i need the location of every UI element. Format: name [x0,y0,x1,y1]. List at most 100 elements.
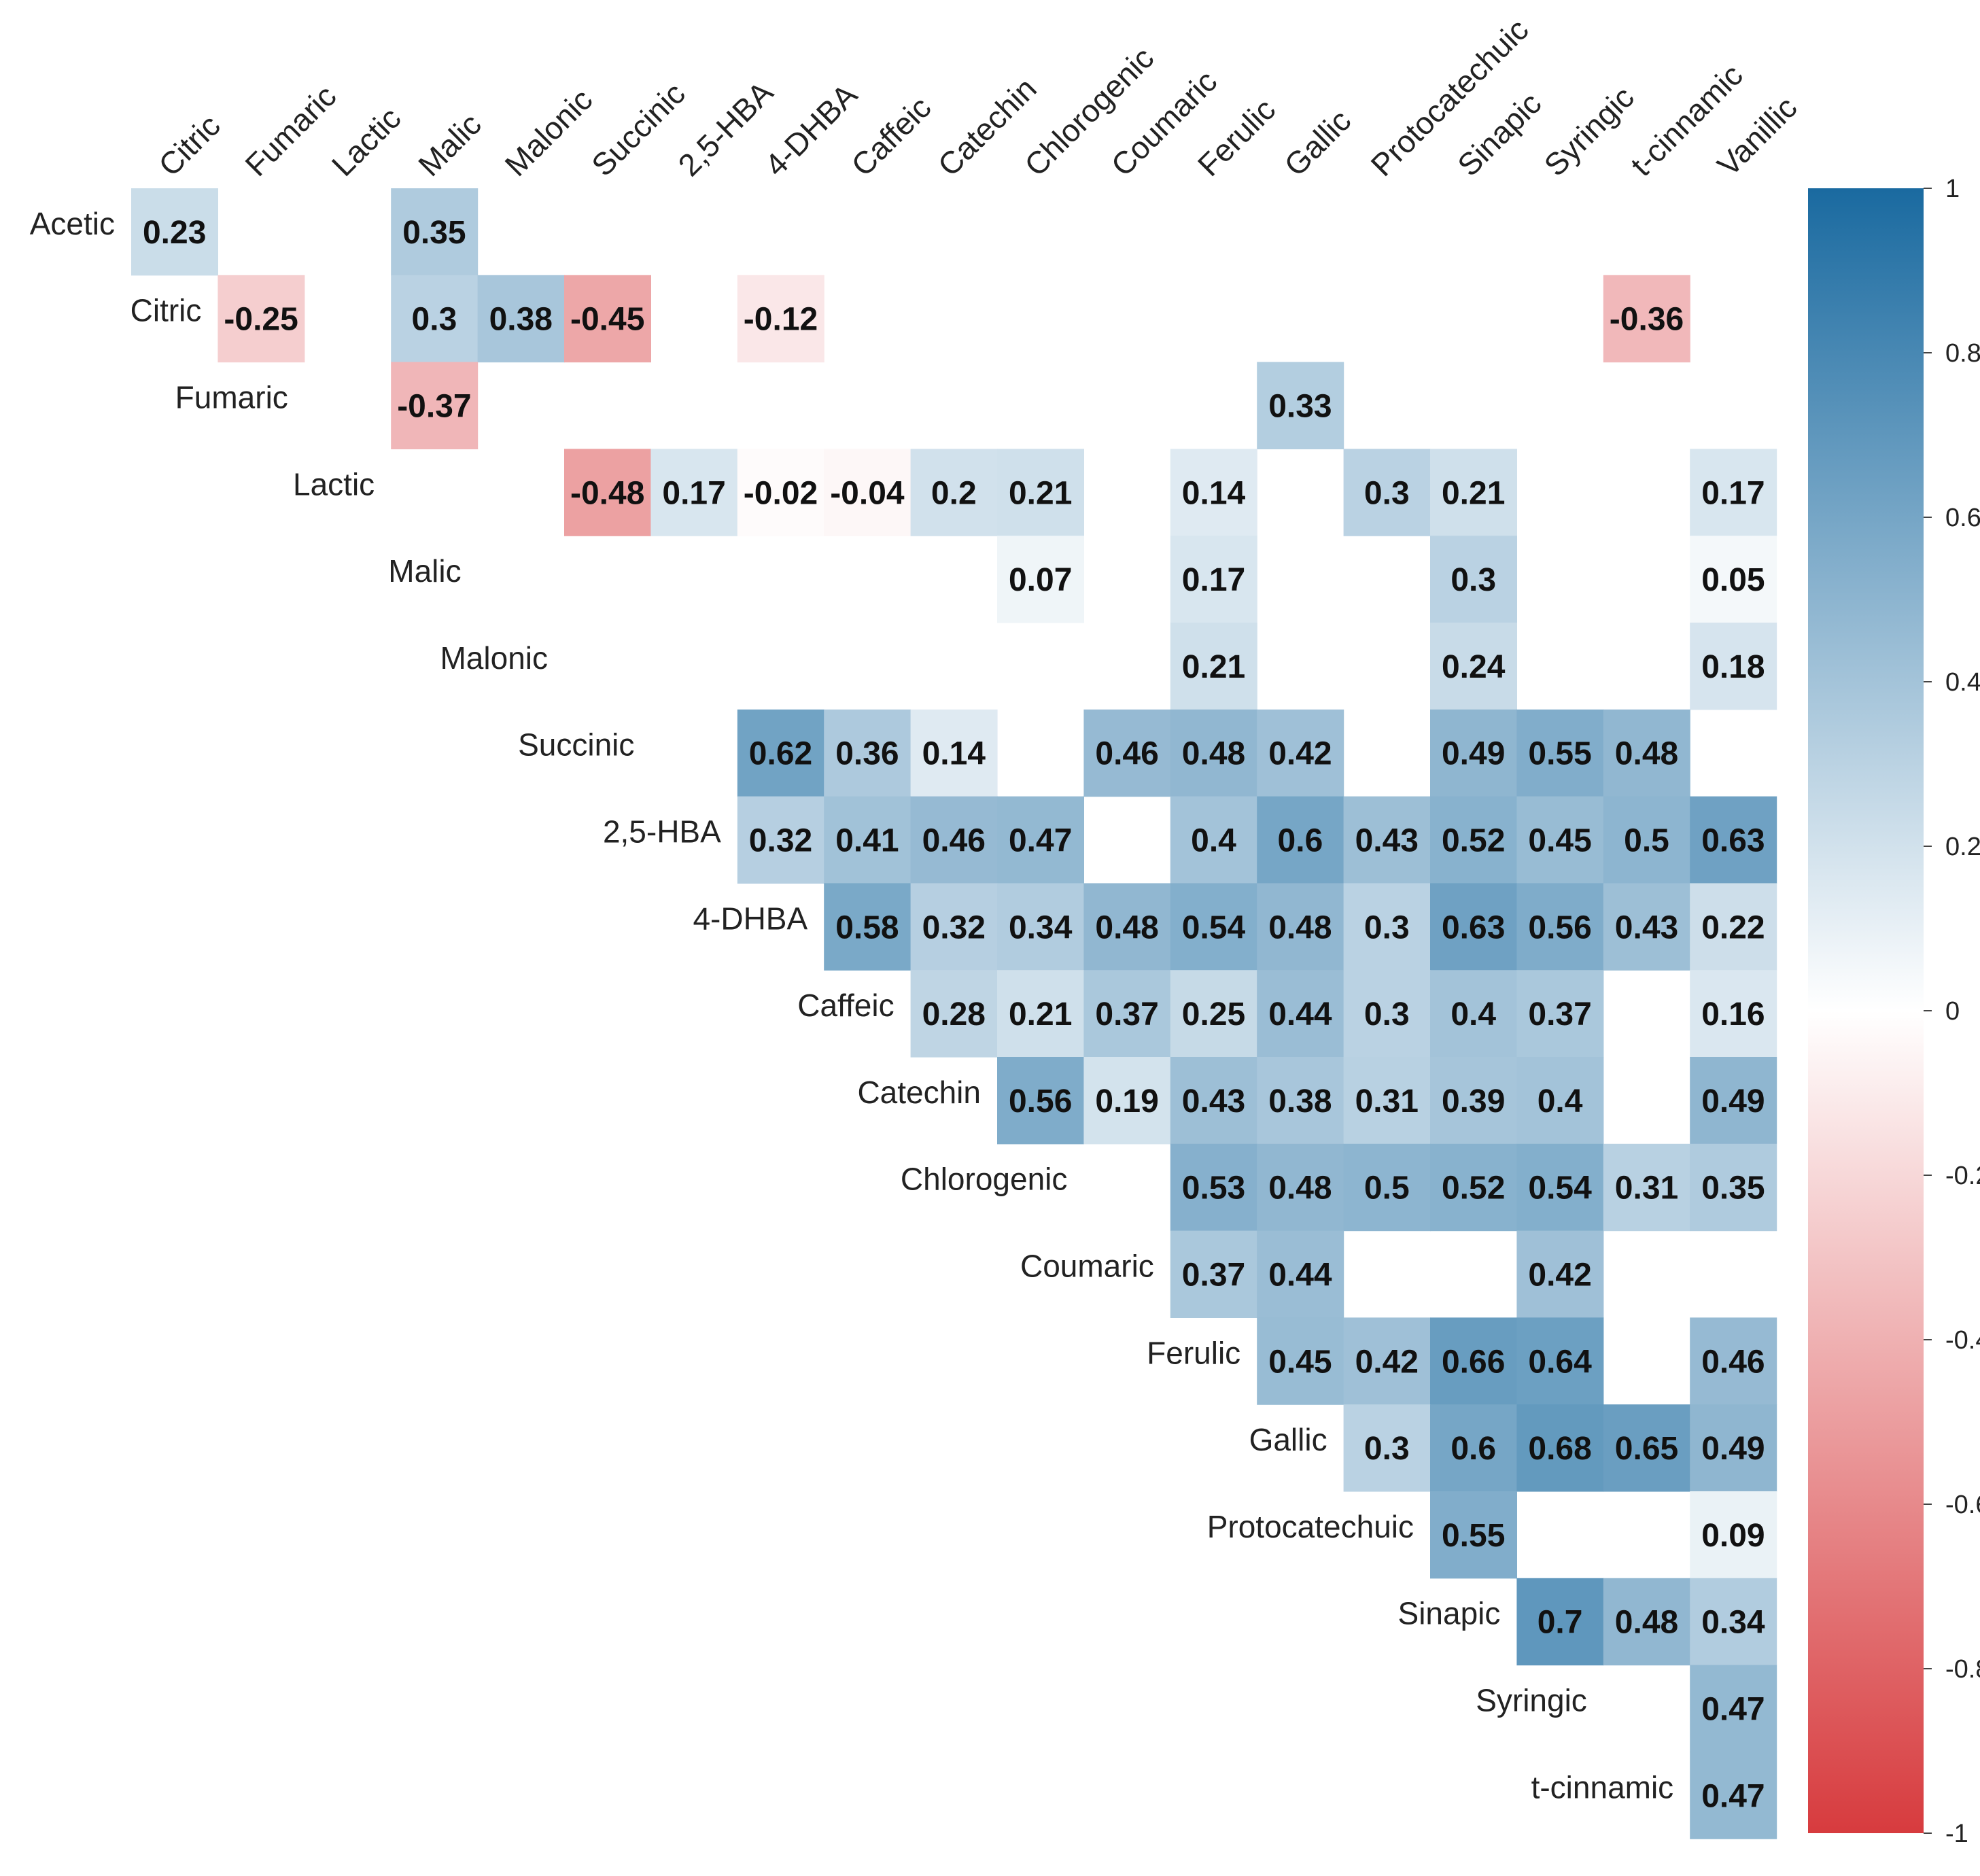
heatmap-cell [1343,796,1431,884]
cell-value-label: 0.47 [1009,823,1072,859]
cell-value-label: -0.45 [570,302,644,338]
heatmap-cell [1430,883,1517,971]
heatmap-cell [824,449,911,536]
column-label: Malic [411,106,488,183]
cell-value-label: 0.6 [1278,823,1323,859]
cell-value-label: 0.48 [1268,909,1332,945]
heatmap-cell [1257,362,1344,449]
heatmap-cell [391,362,479,449]
heatmap-cell [997,1057,1084,1145]
cell-value-label: 0.49 [1701,1431,1765,1467]
cell-value-label: 0.48 [1268,1170,1332,1206]
heatmap-cell [1690,1057,1777,1145]
row-label: Chlorogenic [901,1162,1067,1197]
heatmap-cell [1690,1143,1777,1232]
cell-value-label: 0.38 [1268,1083,1332,1119]
column-label: Succinic [585,75,692,183]
heatmap-cell [910,883,998,971]
row-label: Caffeic [797,988,894,1023]
heatmap-cell [1603,796,1690,884]
cell-value-label: 0.3 [412,302,457,338]
cell-value-label: 0.46 [922,823,986,859]
heatmap-cell [997,796,1084,884]
heatmap-cell [1516,1317,1604,1405]
heatmap-cell [1343,883,1431,971]
cell-value-label: 0.31 [1355,1083,1419,1119]
row-label: 4-DHBA [693,901,807,936]
cell-value-label: 0.65 [1615,1431,1678,1467]
cell-value-label: 0.42 [1355,1344,1419,1380]
row-label: Acetic [30,206,115,241]
cell-value-label: 0.56 [1528,909,1591,945]
column-label: Malonic [498,82,600,183]
column-label: Citric [152,107,227,183]
cell-value-label: 0.52 [1442,1170,1505,1206]
heatmap-cell [1690,1665,1777,1752]
row-label: Syringic [1476,1683,1587,1718]
heatmap-cell [1257,883,1344,971]
heatmap-cell [824,796,911,884]
heatmap-cell [1430,1057,1517,1145]
heatmap-cell [1690,796,1777,884]
cell-value-label: 0.3 [1364,909,1410,945]
heatmap-cell [1257,1057,1344,1145]
heatmap-cell [737,709,824,797]
heatmap-cell [1083,970,1171,1058]
row-label: Coumaric [1020,1249,1154,1284]
colorbar-tick-label: 1 [1945,175,1960,203]
cell-value-label: 0.05 [1701,562,1765,598]
cell-value-label: 0.17 [662,475,725,511]
heatmap-cell [1257,796,1344,884]
colorbar-tick-label: 0.8 [1945,339,1980,368]
row-label: 2,5-HBA [603,814,721,850]
cell-value-label: 0.7 [1538,1605,1583,1641]
heatmap-cell [1516,883,1604,971]
cell-value-label: 0.21 [1182,649,1245,685]
heatmap-cell [997,449,1084,536]
cell-value-label: 0.37 [1095,996,1158,1032]
heatmap-cell [650,449,738,536]
column-label: 2,5-HBA [671,74,780,183]
heatmap-cell [1603,1143,1690,1232]
row-label: Catechin [857,1075,981,1110]
heatmap-cell [1690,970,1777,1058]
heatmap-cell [1690,1578,1777,1666]
heatmap-cell [1430,796,1517,884]
cell-value-label: 0.3 [1364,996,1410,1032]
cell-value-label: 0.6 [1451,1431,1496,1467]
heatmap-cell [997,536,1084,623]
cell-value-label: 0.5 [1364,1170,1410,1206]
cell-value-label: 0.63 [1701,823,1765,859]
colorbar-gradient [1808,188,1924,1833]
cell-value-label: 0.46 [1095,736,1158,772]
heatmap-cell [1170,796,1257,884]
row-label: Gallic [1249,1422,1327,1457]
heatmap-cell [1690,449,1777,536]
colorbar-tick-label: 0.4 [1945,668,1980,697]
cell-value-label: 0.17 [1701,475,1765,511]
cell-value-label: 0.37 [1182,1257,1245,1293]
cell-value-label: 0.43 [1615,909,1678,945]
cell-value-label: 0.49 [1701,1083,1765,1119]
heatmap-cell [1516,1578,1604,1666]
row-label: Fumaric [175,380,288,415]
heatmap-cell [1690,1752,1777,1839]
heatmap-cell [1516,1143,1604,1232]
colorbar-tick-label: 0.2 [1945,833,1980,861]
heatmap-cell [1343,1057,1431,1145]
heatmap-cell [477,275,565,363]
heatmap-cell [1603,1404,1690,1492]
heatmap-cell [737,449,824,536]
cell-value-label: 0.42 [1268,736,1332,772]
cell-value-label: 0.31 [1615,1170,1678,1206]
heatmap-cell [1343,449,1431,536]
row-labels: Acetic Citric Fumaric Lactic Malic Malonic Suc… [30,206,1673,1805]
cell-value-label: 0.42 [1528,1257,1591,1293]
heatmap-cell [1083,709,1171,797]
heatmap-cell [1430,449,1517,536]
cell-value-label: 0.21 [1442,475,1505,511]
cell-value-label: 0.3 [1451,562,1496,598]
cell-value-label: 0.52 [1442,823,1505,859]
heatmap-cell [1430,1404,1517,1492]
